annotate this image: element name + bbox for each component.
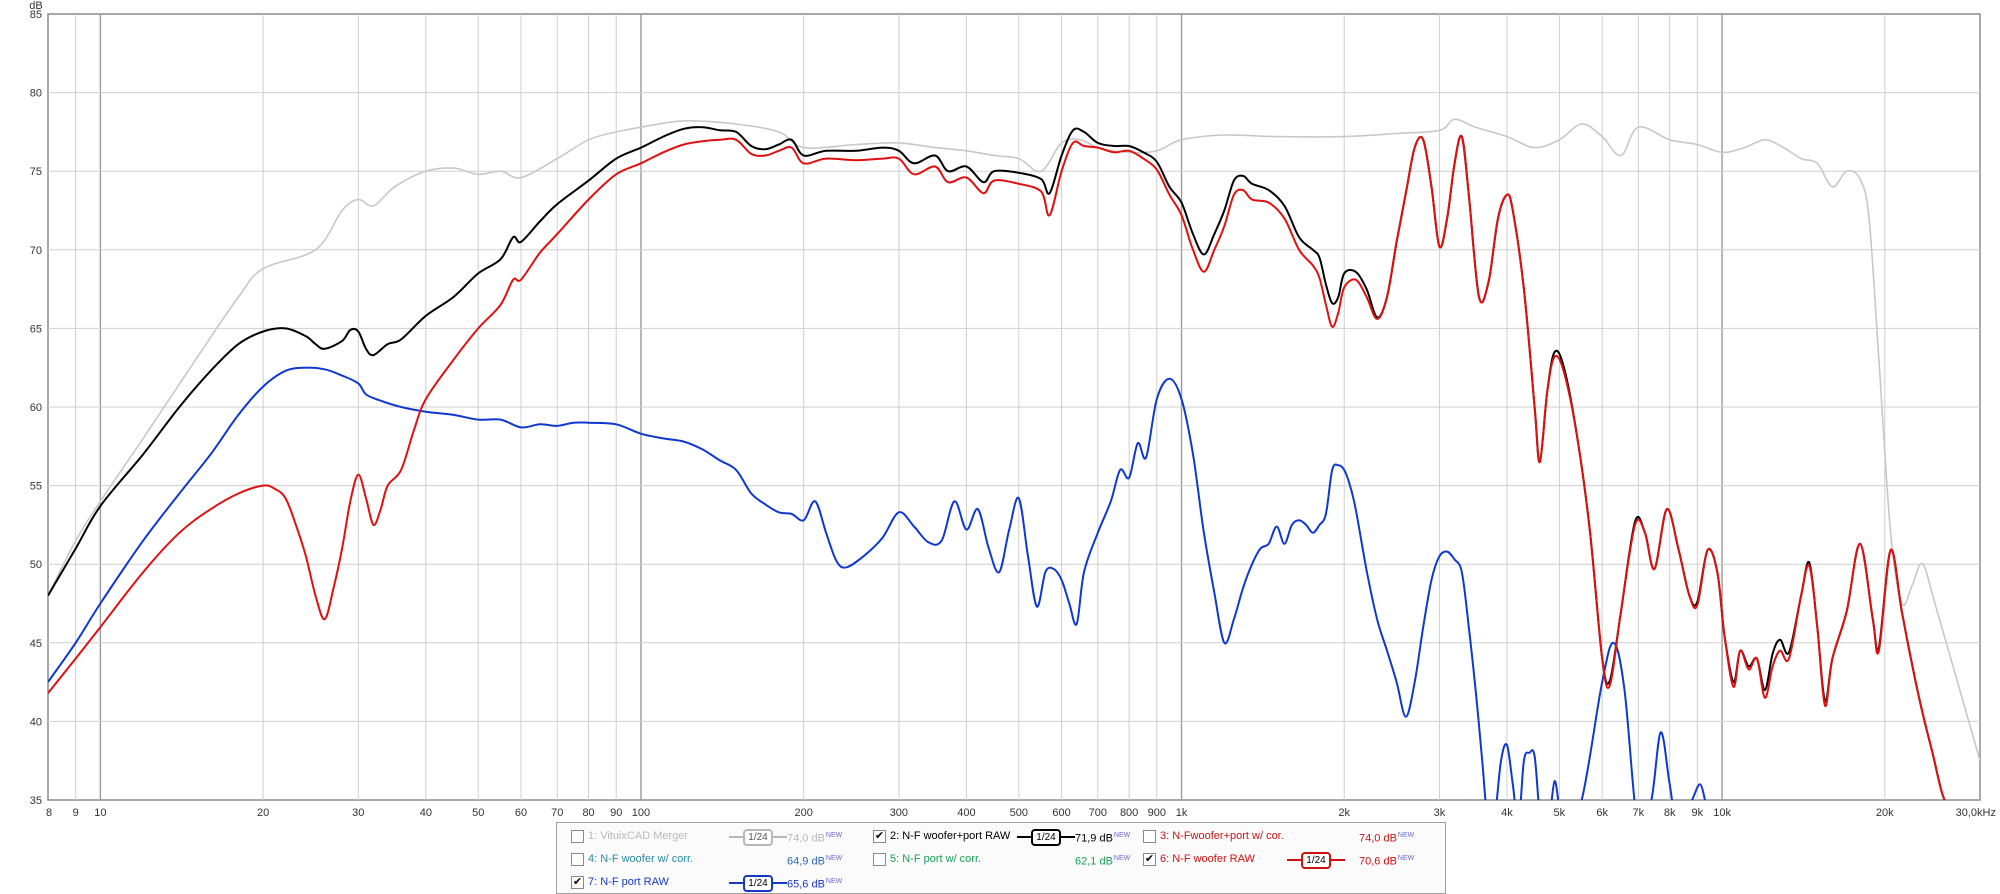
smoothing-indicator[interactable]: 1/24 <box>729 874 787 892</box>
x-tick-label: 500 <box>1010 807 1028 819</box>
legend-checkbox[interactable] <box>571 853 584 866</box>
legend-value: 70,6 dBNEW <box>1359 855 1415 868</box>
y-tick-label: 40 <box>30 716 42 728</box>
legend-label: 1: VituixCAD Merger <box>588 830 689 842</box>
x-tick-label: 5k <box>1554 807 1566 819</box>
smoothing-indicator[interactable]: 1/24 <box>729 828 787 846</box>
y-unit-label: dB <box>29 0 42 12</box>
legend-value: 74,0 dBNEW <box>1359 832 1415 845</box>
legend-checkbox[interactable]: ✔ <box>571 876 584 889</box>
x-tick-label: 6k <box>1596 807 1608 819</box>
legend-label: 2: N-F woofer+port RAW <box>890 830 1011 842</box>
x-tick-label: 60 <box>515 807 527 819</box>
smoothing-label: 1/24 <box>1301 852 1331 869</box>
series-lines <box>48 118 1980 800</box>
legend-item[interactable]: 3: N-Fwoofer+port w/ cor. 74,0 dBNEW <box>1143 827 1435 845</box>
legend-value-badge: NEW <box>1113 832 1131 839</box>
legend-checkbox[interactable] <box>873 853 886 866</box>
x-tick-label: 90 <box>610 807 622 819</box>
legend-checkbox[interactable] <box>1143 830 1156 843</box>
legend-item[interactable]: 1: VituixCAD Merger 1/24 74,0 dBNEW <box>571 827 863 846</box>
y-tick-label: 70 <box>30 245 42 257</box>
legend-value-badge: NEW <box>825 855 843 862</box>
x-tick-label: 900 <box>1148 807 1166 819</box>
series-line-1 <box>48 118 1980 761</box>
legend-value: 74,0 dBNEW <box>787 832 843 845</box>
legend-label: 5: N-F port w/ corr. <box>890 853 982 865</box>
x-tick-label: 20k <box>1876 807 1894 819</box>
legend-item[interactable]: 5: N-F port w/ corr. 62,1 dBNEW <box>873 850 1165 868</box>
x-tick-label: 7k <box>1633 807 1645 819</box>
legend-label: 7: N-F port RAW <box>588 876 669 888</box>
x-tick-label: 700 <box>1089 807 1107 819</box>
legend-value-badge: NEW <box>1397 855 1415 862</box>
x-tick-label: 200 <box>794 807 812 819</box>
x-tick-label: 30 <box>352 807 364 819</box>
x-tick-label: 800 <box>1120 807 1138 819</box>
legend-checkbox[interactable]: ✔ <box>1143 853 1156 866</box>
legend-value-badge: NEW <box>1397 832 1415 839</box>
x-tick-label: 10k <box>1713 807 1731 819</box>
legend-label: 6: N-F woofer RAW <box>1160 853 1255 865</box>
y-tick-labels: 35 40 45 50 55 60 65 70 75 80 85 <box>30 9 42 807</box>
x-tick-label: 10 <box>94 807 106 819</box>
x-tick-label: 50 <box>472 807 484 819</box>
y-tick-label: 55 <box>30 481 42 493</box>
y-tick-label: 75 <box>30 166 42 178</box>
y-tick-label: 85 <box>30 9 42 21</box>
legend-value-badge: NEW <box>825 832 843 839</box>
y-tick-label: 35 <box>30 795 42 807</box>
x-tick-label: 9 <box>73 807 79 819</box>
smoothing-indicator[interactable]: 1/24 <box>1287 851 1345 869</box>
x-tick-label: 30,0kHz <box>1956 807 1996 819</box>
legend-checkbox[interactable] <box>571 830 584 843</box>
x-tick-label: 600 <box>1052 807 1070 819</box>
y-tick-label: 50 <box>30 559 42 571</box>
x-tick-label: 40 <box>420 807 432 819</box>
x-tick-label: 3k <box>1434 807 1446 819</box>
x-tick-label: 1k <box>1176 807 1188 819</box>
x-tick-label: 300 <box>890 807 908 819</box>
x-tick-label: 80 <box>582 807 594 819</box>
x-tick-label: 70 <box>551 807 563 819</box>
legend-value-badge: NEW <box>825 878 843 885</box>
x-tick-label: 2k <box>1338 807 1350 819</box>
x-tick-label: 8k <box>1664 807 1676 819</box>
legend-value: 71,9 dBNEW <box>1075 832 1131 845</box>
x-tick-label: 8 <box>46 807 52 819</box>
series-line-3 <box>48 366 1706 800</box>
grid-lines <box>48 14 1980 800</box>
y-tick-label: 65 <box>30 323 42 335</box>
y-tick-label: 45 <box>30 638 42 650</box>
x-tick-label: 100 <box>632 807 650 819</box>
x-tick-label: 20 <box>257 807 269 819</box>
legend-item[interactable]: ✔ 2: N-F woofer+port RAW 1/24 71,9 dBNEW <box>873 827 1165 846</box>
x-tick-label: 4k <box>1501 807 1513 819</box>
smoothing-label: 1/24 <box>743 829 773 846</box>
legend-item[interactable]: ✔ 7: N-F port RAW 1/24 65,6 dBNEW <box>571 873 863 892</box>
legend-checkbox[interactable]: ✔ <box>873 830 886 843</box>
smoothing-label: 1/24 <box>743 875 773 892</box>
x-tick-labels: 8 9 10 20 30 40 50 60 70 80 90 100 200 300 400 500 600 70… <box>46 807 1996 819</box>
smoothing-label: 1/24 <box>1031 829 1061 846</box>
smoothing-indicator[interactable]: 1/24 <box>1017 828 1075 846</box>
legend-value: 62,1 dBNEW <box>1075 855 1131 868</box>
y-tick-label: 80 <box>30 88 42 100</box>
legend-label: 3: N-Fwoofer+port w/ cor. <box>1160 830 1284 842</box>
series-line-4 <box>48 134 1946 800</box>
y-tick-label: 60 <box>30 402 42 414</box>
legend-panel: 1: VituixCAD Merger 1/24 74,0 dBNEW ✔ 2: N-F… <box>556 822 1446 894</box>
x-tick-label: 9k <box>1692 807 1704 819</box>
legend-item[interactable]: ✔ 6: N-F woofer RAW 1/24 70,6 dBNEW <box>1143 850 1435 869</box>
legend-label: 4: N-F woofer w/ corr. <box>588 853 694 865</box>
legend-value: 64,9 dBNEW <box>787 855 843 868</box>
x-tick-label: 400 <box>957 807 975 819</box>
legend-value-badge: NEW <box>1113 855 1131 862</box>
legend-item[interactable]: 4: N-F woofer w/ corr. 64,9 dBNEW <box>571 850 863 868</box>
legend-value: 65,6 dBNEW <box>787 878 843 891</box>
